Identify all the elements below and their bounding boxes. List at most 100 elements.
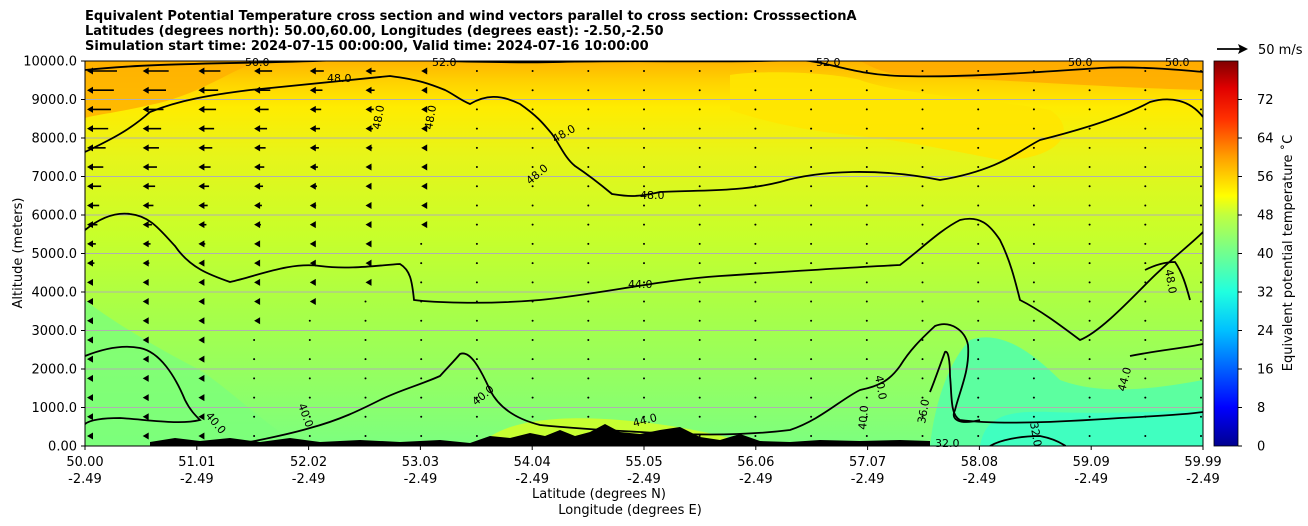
wind-vector <box>531 377 534 380</box>
wind-vector <box>865 223 868 226</box>
wind-vector <box>643 281 645 284</box>
wind-vector <box>977 358 980 361</box>
wind-vector <box>754 358 757 361</box>
contour-48-right <box>1144 261 1191 301</box>
wind-vector <box>87 336 93 344</box>
colorbar-gradient <box>1213 60 1239 447</box>
wind-vector <box>198 394 205 402</box>
contour-label: 44.0 <box>631 411 658 430</box>
wind-vector <box>87 240 96 248</box>
wind-vector <box>142 432 149 440</box>
wind-vector <box>643 204 645 207</box>
wind-vector <box>865 108 868 111</box>
wind-vector <box>142 201 154 209</box>
wind-vector <box>865 127 868 130</box>
wind-vector <box>198 240 206 248</box>
wind-vector <box>921 396 924 399</box>
wind-vector <box>475 185 478 188</box>
wind-vector <box>420 242 423 245</box>
colorbar-tick-label: 16 <box>1257 363 1274 378</box>
wind-vector <box>1144 185 1147 188</box>
wind-vector <box>87 432 93 440</box>
wind-vector <box>921 223 924 226</box>
wind-vector <box>1144 223 1147 226</box>
wind-vector <box>587 108 590 111</box>
wind-vector <box>921 89 924 92</box>
wind-vector <box>1088 377 1091 380</box>
wind-vector <box>1088 70 1091 72</box>
wind-vector <box>420 396 423 399</box>
wind-vector <box>1144 204 1147 207</box>
contour-label: 50.0 <box>1068 56 1093 69</box>
wind-vector <box>865 242 868 245</box>
wind-vector <box>1144 319 1147 322</box>
wind-vector <box>754 377 757 380</box>
x-tick-label-lat: 55.05 <box>625 455 662 470</box>
wind-vector <box>475 338 478 341</box>
wind-vector <box>810 435 813 437</box>
x-tick-label-lat: 56.06 <box>737 455 774 470</box>
wind-vector <box>810 89 813 92</box>
wind-vector <box>1144 415 1147 418</box>
wind-vector <box>254 221 261 229</box>
wind-vector <box>698 435 701 437</box>
wind-vector <box>142 105 164 113</box>
wind-vector <box>921 108 924 111</box>
wind-vector <box>754 70 757 72</box>
wind-vector <box>977 146 980 149</box>
wind-vector <box>142 336 149 344</box>
wind-vector <box>643 166 645 169</box>
wind-vector <box>364 435 367 437</box>
wind-vector <box>865 300 868 303</box>
wind-vector <box>1088 415 1091 418</box>
wind-vector <box>698 242 701 245</box>
wind-vector <box>1200 300 1202 303</box>
wind-vector <box>754 127 757 130</box>
wind-vector <box>253 435 256 437</box>
wind-vector <box>475 204 478 207</box>
wind-vector <box>865 338 868 341</box>
wind-vector <box>698 262 701 265</box>
wind-vector <box>1032 358 1035 361</box>
x-tick-label-lon: -2.49 <box>851 472 885 487</box>
wind-vector <box>698 415 701 418</box>
wind-vector <box>87 125 109 133</box>
wind-vector <box>1088 108 1091 111</box>
wind-vector <box>475 435 478 437</box>
wind-vector <box>977 70 980 72</box>
wind-vector <box>475 223 478 226</box>
wind-vector <box>698 396 701 399</box>
colorbar-tick-label: 48 <box>1257 209 1274 224</box>
wind-vector <box>87 413 93 421</box>
wind-vector <box>977 435 980 437</box>
wind-vector <box>921 242 924 245</box>
quiver-key-label: 50 m/s <box>1258 43 1303 58</box>
wind-vector <box>254 298 261 306</box>
wind-vector <box>1088 358 1091 361</box>
wind-vector <box>587 435 590 437</box>
wind-vector <box>531 435 534 437</box>
wind-vector <box>198 163 211 171</box>
wind-vector <box>87 144 106 152</box>
wind-vector <box>698 127 701 130</box>
wind-vector <box>254 144 266 152</box>
contour-36 <box>929 350 1203 424</box>
x-tick-label-lon: -2.49 <box>515 472 549 487</box>
wind-vector <box>198 432 205 440</box>
wind-vector <box>142 355 149 363</box>
wind-vector <box>921 377 924 380</box>
wind-vector <box>1032 70 1035 72</box>
wind-vector <box>865 70 868 72</box>
wind-vector <box>365 201 372 209</box>
y-tick-label: 0.00 <box>48 440 77 455</box>
wind-vector <box>1200 89 1202 92</box>
x-tick-label-lat: 53.03 <box>402 455 439 470</box>
wind-vector <box>531 319 534 322</box>
wind-vector <box>365 259 372 267</box>
wind-vector <box>420 435 423 437</box>
wind-vector <box>1088 146 1091 149</box>
y-tick-label: 3000.0 <box>32 324 78 339</box>
wind-vector <box>977 415 980 418</box>
wind-vector <box>198 125 215 133</box>
wind-vector <box>698 281 701 284</box>
